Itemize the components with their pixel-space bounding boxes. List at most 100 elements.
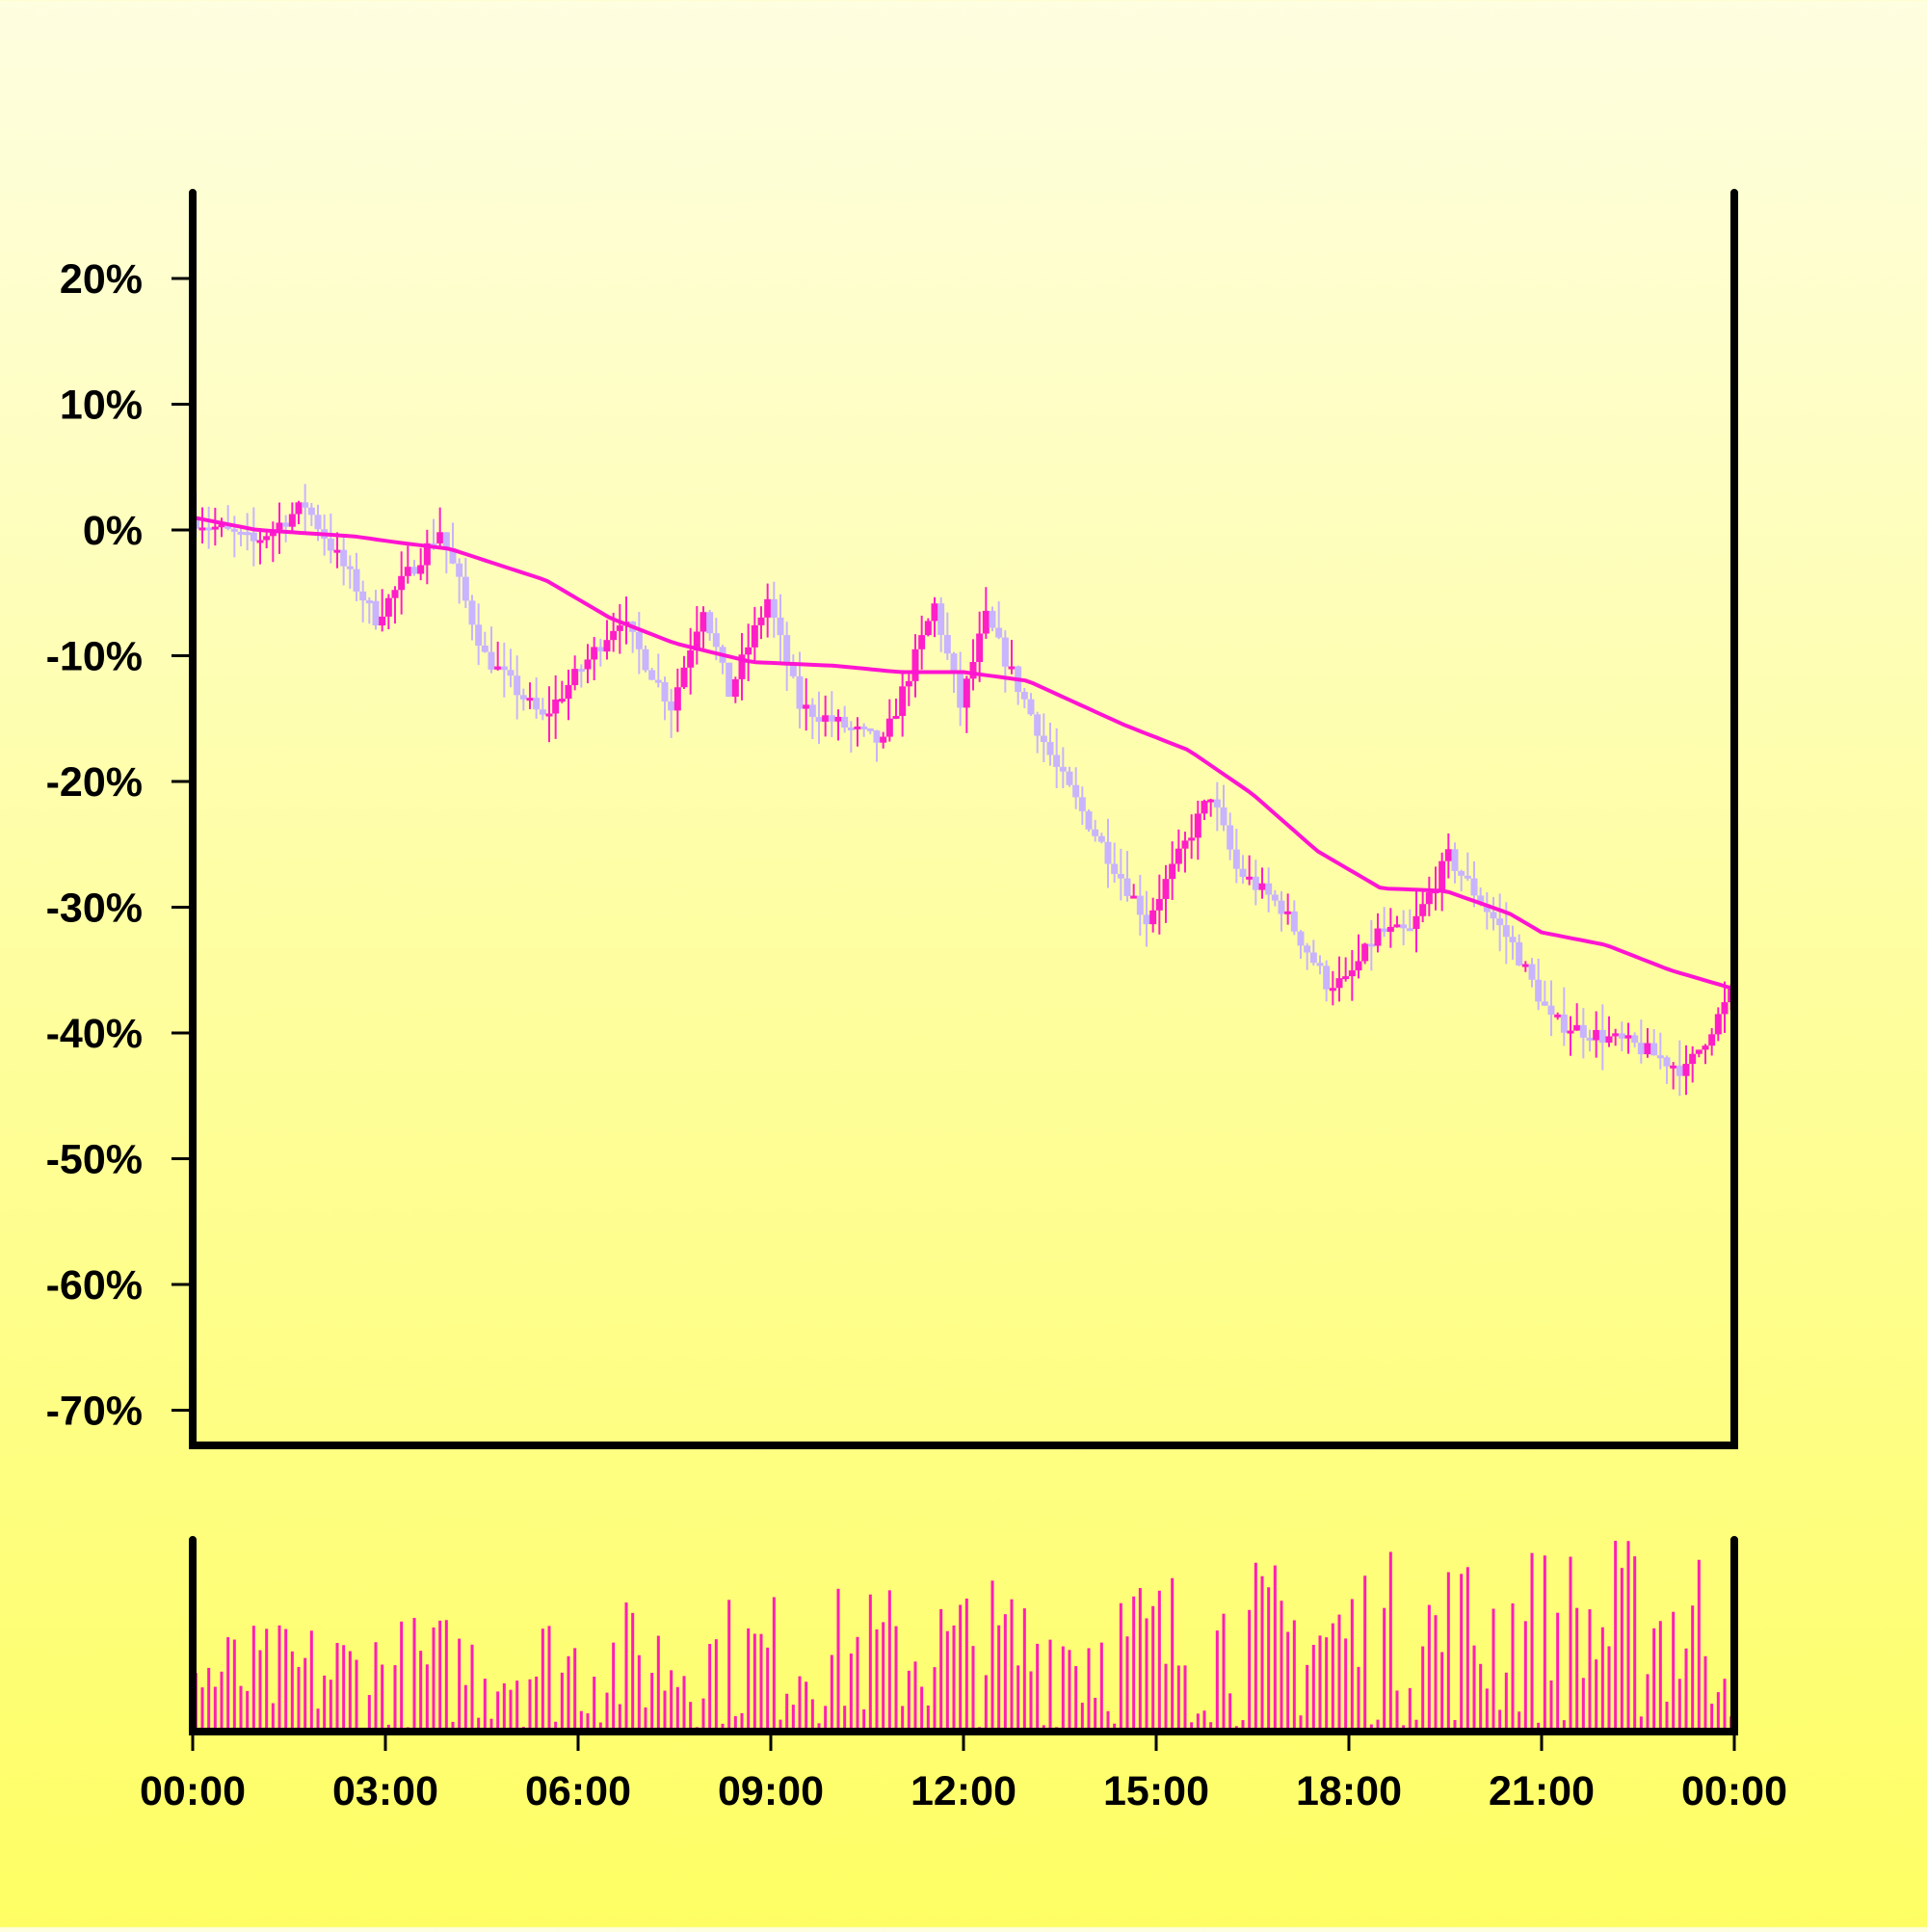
candle-body <box>1618 1033 1625 1039</box>
volume-bar <box>901 1706 905 1732</box>
candle-body <box>969 662 977 679</box>
candle-body <box>1708 1034 1716 1046</box>
candle-body <box>937 603 945 635</box>
volume-bar <box>727 1600 731 1732</box>
candle-body <box>700 612 707 632</box>
volume-bar <box>785 1693 789 1732</box>
volume-bar <box>1299 1715 1303 1732</box>
volume-bar <box>1151 1605 1155 1732</box>
candle-body <box>1386 926 1394 932</box>
volume-bar <box>277 1625 281 1732</box>
candle-body <box>1439 860 1446 891</box>
candle-body <box>783 635 791 665</box>
candle-body <box>1284 911 1292 914</box>
volume-bar <box>670 1670 673 1732</box>
candle-body <box>918 635 926 649</box>
candle-body <box>1567 1030 1574 1034</box>
candle-body <box>533 698 541 710</box>
volume-bar <box>1518 1711 1521 1732</box>
candle-body <box>924 621 932 636</box>
volume-bar <box>1646 1674 1650 1732</box>
candle-body <box>1516 941 1523 966</box>
volume-bar <box>1254 1562 1257 1732</box>
candle-body <box>198 527 206 531</box>
volume-bar <box>258 1650 262 1732</box>
volume-bar <box>862 1708 866 1732</box>
candle-body <box>327 538 334 551</box>
volume-bar <box>1318 1635 1322 1732</box>
y-tick-label: 10% <box>60 383 143 429</box>
candle-body <box>1316 963 1324 966</box>
candle-body <box>1554 1014 1562 1018</box>
volume-bar <box>1408 1687 1412 1732</box>
candle-body <box>610 630 618 641</box>
volume-bar <box>1562 1720 1566 1732</box>
candle-body <box>282 522 290 527</box>
volume-bar <box>1325 1637 1329 1732</box>
candle-body <box>565 684 572 700</box>
volume-bar <box>1453 1720 1457 1732</box>
x-tick-label: 00:00 <box>140 1768 246 1814</box>
candle-body <box>731 678 739 698</box>
volume-bar <box>1691 1605 1695 1732</box>
volume-bar <box>1626 1541 1630 1732</box>
volume-bar <box>605 1692 609 1732</box>
candle-body <box>1400 924 1408 929</box>
candle-body <box>1104 841 1112 864</box>
candle-body <box>847 727 855 730</box>
candle-body <box>1008 666 1016 670</box>
candle-body <box>404 567 411 576</box>
candle-body <box>365 600 373 604</box>
y-tick-label: -50% <box>46 1137 143 1183</box>
y-tick-label: -30% <box>46 886 143 932</box>
candle-body <box>1367 943 1375 947</box>
volume-bar <box>1357 1666 1360 1732</box>
volume-bar <box>1652 1628 1656 1732</box>
candle-body <box>1143 914 1150 925</box>
volume-bar <box>304 1657 307 1732</box>
candle-body <box>224 524 232 529</box>
candle-body <box>1040 735 1047 743</box>
candle-body <box>950 653 958 675</box>
volume-bar <box>1549 1681 1553 1732</box>
volume-bar <box>1498 1709 1502 1732</box>
candle-body <box>1612 1033 1620 1037</box>
volume-bar <box>964 1598 968 1732</box>
candle-body <box>1412 915 1420 930</box>
volume-bar <box>1472 1645 1476 1732</box>
candle-body <box>436 532 444 543</box>
candle-body <box>808 704 816 718</box>
candle-body <box>1239 868 1247 878</box>
volume-bar <box>1537 1722 1541 1732</box>
candle-body <box>1213 799 1221 807</box>
volume-bar <box>309 1630 313 1732</box>
volume-bar <box>1414 1719 1418 1732</box>
volume-bar <box>868 1594 872 1732</box>
candle-body <box>1663 1057 1671 1067</box>
candle-body <box>673 687 681 711</box>
candle-body <box>333 549 341 553</box>
candle-body <box>211 526 219 530</box>
candle-body <box>803 704 810 709</box>
candle-body <box>1001 637 1009 667</box>
y-tick-label: -40% <box>46 1011 143 1057</box>
candle-body <box>1181 840 1189 849</box>
volume-bar <box>477 1717 481 1732</box>
volume-bar <box>817 1723 821 1732</box>
volume-bar <box>682 1676 686 1732</box>
candle-body <box>1521 964 1529 967</box>
volume-bar <box>547 1626 551 1732</box>
candle-body <box>205 527 213 531</box>
volume-bar <box>1099 1642 1103 1732</box>
candle-body <box>648 670 656 680</box>
volume-bar <box>721 1723 725 1732</box>
volume-bar <box>766 1647 770 1732</box>
volume-bar <box>1306 1664 1309 1732</box>
volume-bar <box>316 1708 320 1732</box>
volume-bar <box>329 1680 332 1732</box>
candle-body <box>1136 895 1144 915</box>
volume-bar <box>926 1705 930 1732</box>
candle-body <box>1342 976 1350 980</box>
x-axis-labels: 00:00 03:00 06:00 09:00 12:00 15:00 18:00 21:00… <box>140 1768 1787 1814</box>
candle-body <box>635 631 643 649</box>
